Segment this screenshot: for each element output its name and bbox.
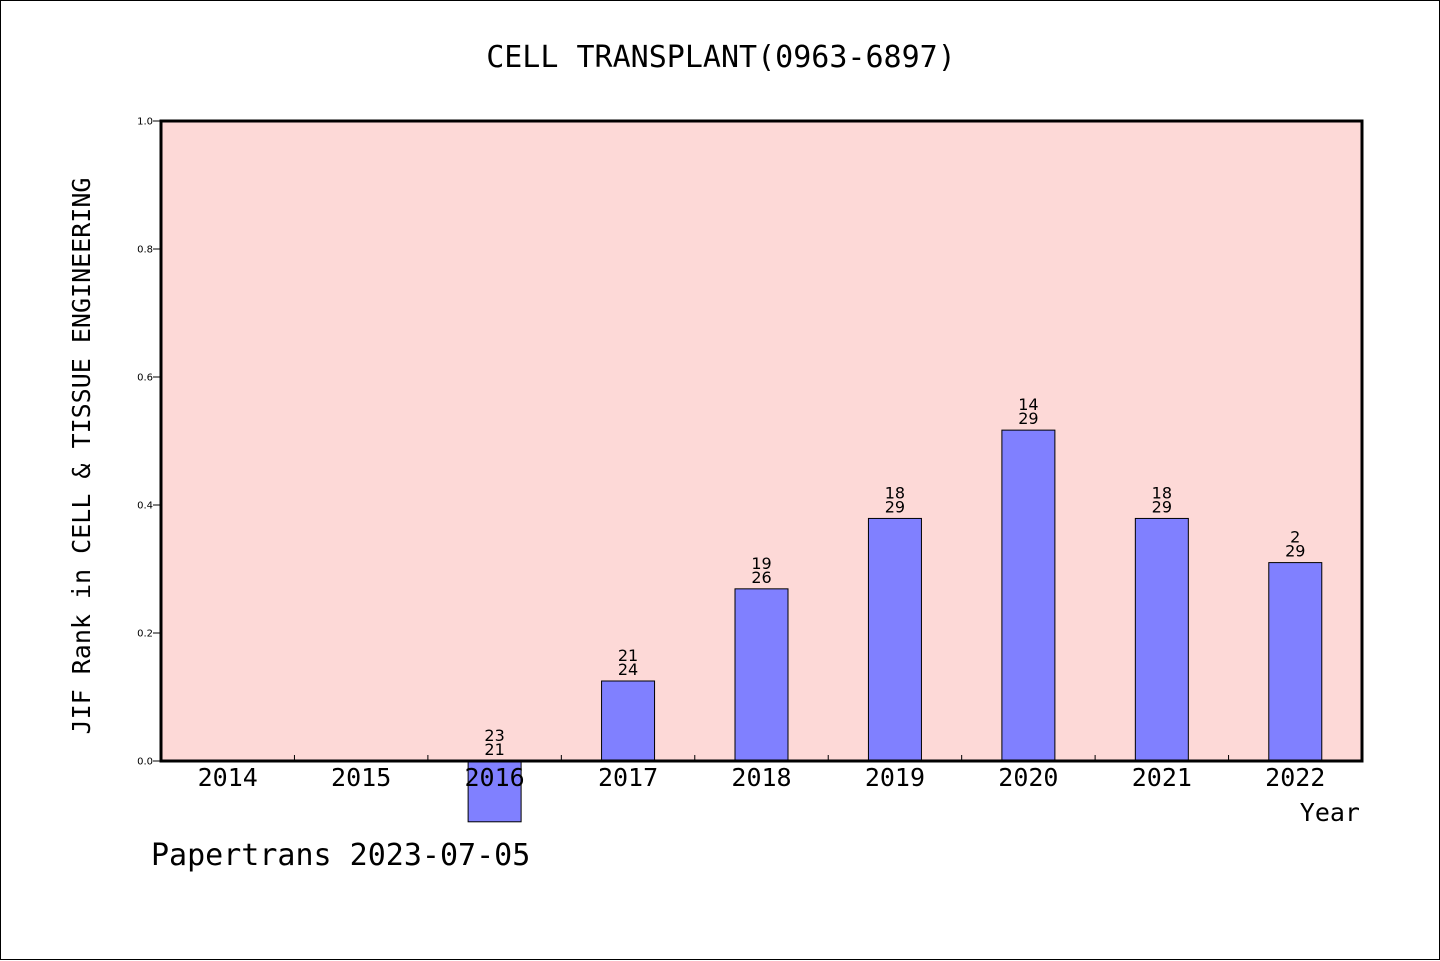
footer-watermark: Papertrans 2023-07-05 — [151, 838, 530, 873]
bar-2022 — [1268, 562, 1323, 762]
bar-label-total: 26 — [751, 568, 771, 587]
x-tick-label: 2020 — [998, 763, 1058, 792]
y-tick-label: 0.4 — [137, 501, 153, 512]
bar-label-rank: 23 — [484, 726, 504, 745]
bar-label-total: 21 — [484, 740, 504, 759]
x-tick-label: 2019 — [865, 763, 925, 792]
y-tick-label: 0.2 — [137, 629, 153, 640]
bar-label-rank: 18 — [885, 483, 905, 502]
bar-label-total: 29 — [1285, 542, 1305, 561]
x-tick-label: 2021 — [1132, 763, 1192, 792]
x-tick-label: 2016 — [465, 763, 525, 792]
y-tick-label: 0.8 — [137, 245, 153, 256]
x-tick-label: 2017 — [598, 763, 658, 792]
bar-2020 — [1001, 429, 1056, 762]
x-axis: 2014 2015 2016 2017 2018 2019 2020 2021 2022 — [198, 755, 1325, 792]
x-tick-label: 2018 — [731, 763, 791, 792]
y-axis-title: JIF Rank in CELL & TISSUE ENGINEERING — [67, 178, 96, 735]
bar-label-total: 29 — [1152, 497, 1172, 516]
plot-border — [159, 119, 1364, 763]
bar-label-total: 24 — [618, 660, 638, 679]
bar-label-total: 29 — [885, 497, 905, 516]
x-tick-label: 2022 — [1265, 763, 1325, 792]
bar-label-rank: 14 — [1018, 395, 1038, 414]
bar-2021 — [1134, 517, 1189, 762]
bar-2019 — [867, 517, 922, 762]
bar-2016 — [467, 760, 522, 823]
x-axis-title: Year — [1300, 798, 1360, 827]
y-tick-label: 0.0 — [137, 757, 153, 768]
bars-layer — [467, 429, 1323, 823]
bar-label-rank: 2 — [1290, 528, 1300, 547]
y-axis: 0.0 0.2 0.4 0.6 0.8 1.0 — [137, 117, 161, 768]
bar-label-rank: 21 — [618, 646, 638, 665]
chart-title: CELL TRANSPLANT(0963-6897) — [486, 40, 956, 75]
x-tick-label: 2014 — [198, 763, 258, 792]
y-tick-label: 0.6 — [137, 373, 153, 384]
x-tick-label: 2015 — [331, 763, 391, 792]
bar-label-rank: 19 — [751, 554, 771, 573]
bar-2017 — [601, 680, 656, 762]
y-tick-label: 1.0 — [137, 117, 153, 128]
bar-label-rank: 18 — [1152, 483, 1172, 502]
bar-2018 — [734, 588, 789, 762]
bar-label-total: 29 — [1018, 409, 1038, 428]
